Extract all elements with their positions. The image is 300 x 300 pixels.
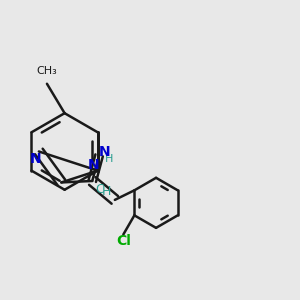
Text: N: N xyxy=(88,158,99,172)
Text: Cl: Cl xyxy=(116,234,131,248)
Text: H: H xyxy=(101,184,111,198)
Text: N: N xyxy=(30,152,42,166)
Text: CH₃: CH₃ xyxy=(37,66,57,76)
Text: C: C xyxy=(95,183,104,196)
Text: H: H xyxy=(105,154,113,164)
Text: N: N xyxy=(99,145,110,159)
